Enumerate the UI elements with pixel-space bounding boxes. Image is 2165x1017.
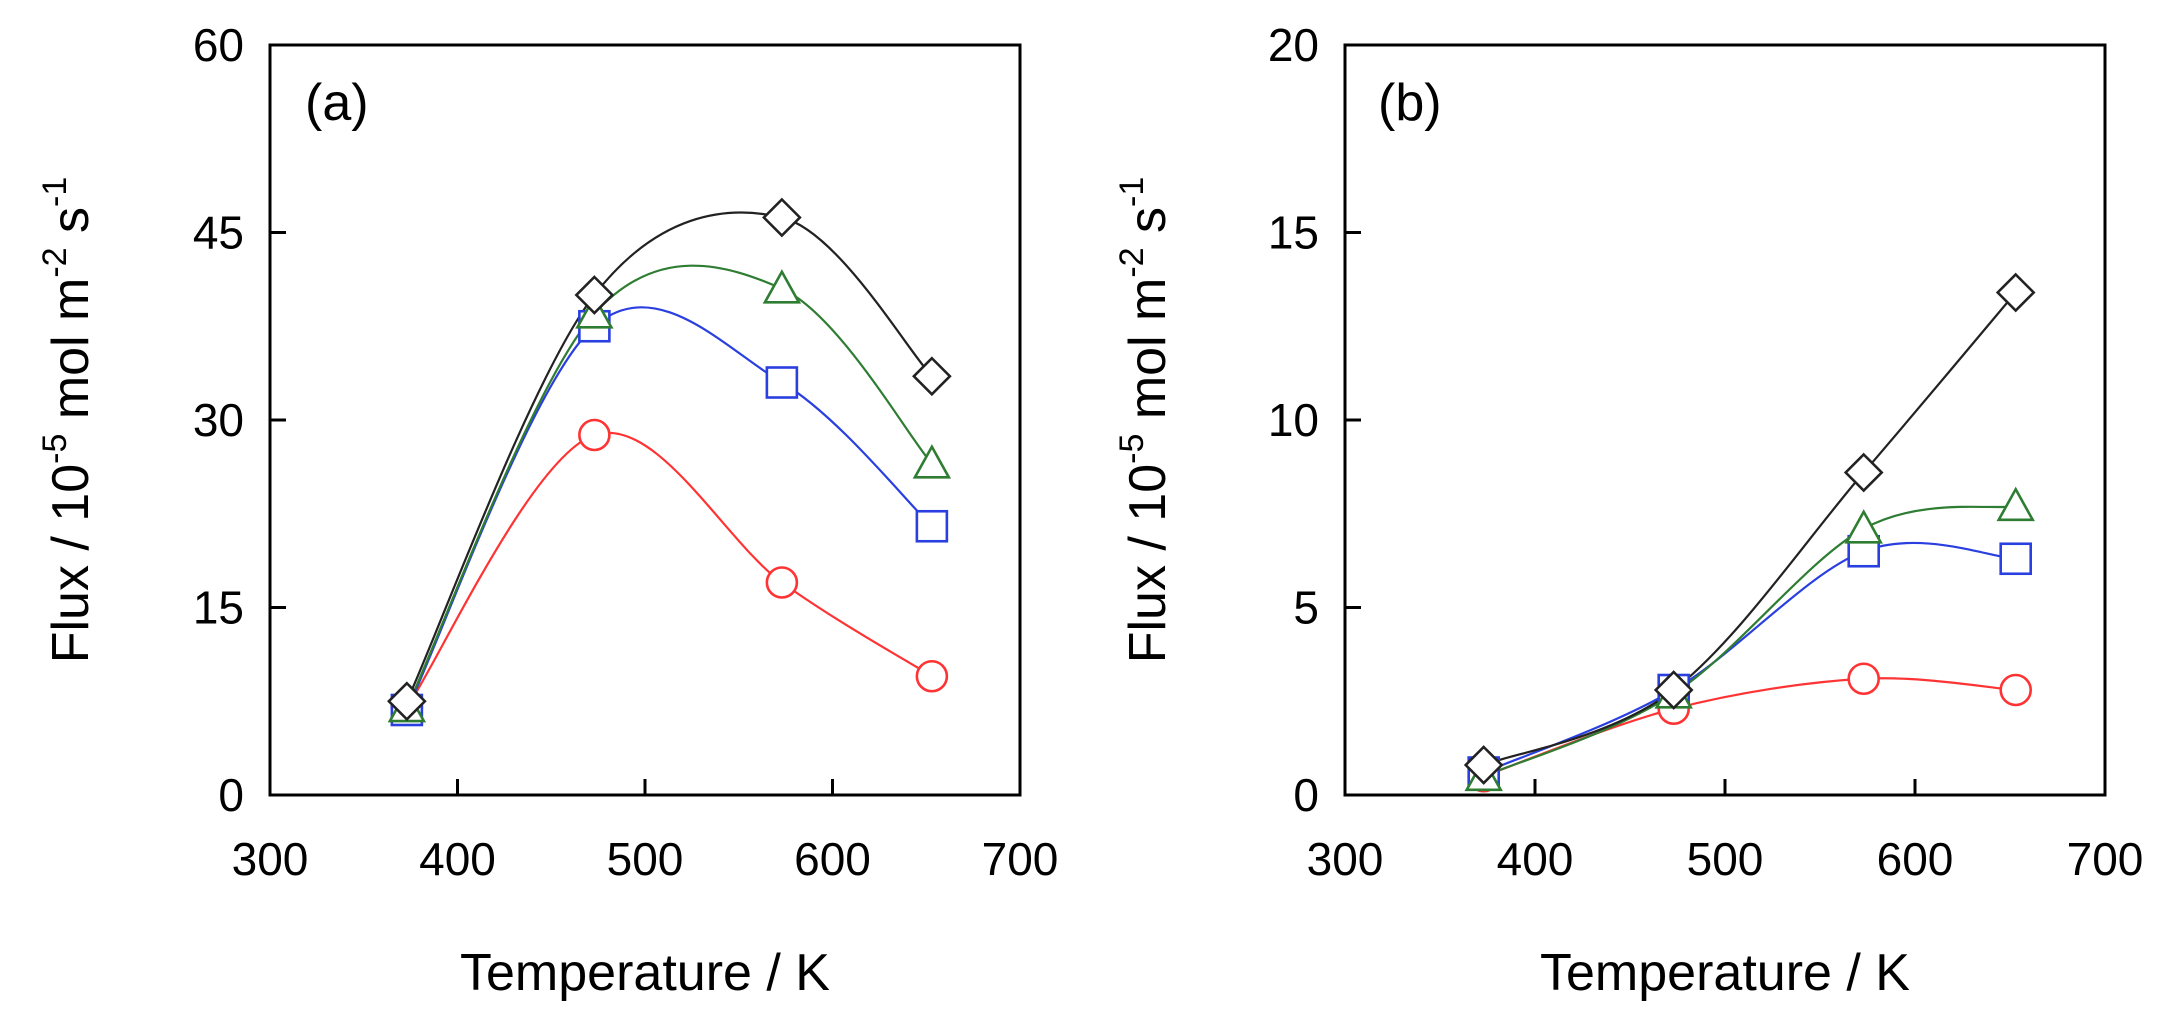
marker-diamond-b	[1995, 272, 2036, 313]
marker-square-a	[915, 509, 949, 543]
series-lines-b	[1483, 291, 2017, 778]
series-line-square-b	[1483, 541, 2016, 774]
y-ticks-b: 0 5 10 15 20	[1268, 19, 1361, 821]
series-markers-a	[387, 197, 952, 727]
series-line-circle-b	[1483, 677, 2016, 778]
x-tick-label: 400	[419, 833, 496, 885]
x-tick-label: 400	[1497, 833, 1574, 885]
x-tick-label: 500	[607, 833, 684, 885]
x-tick-label: 300	[232, 833, 309, 885]
marker-circle-a	[578, 418, 611, 452]
marker-circle-b	[1999, 673, 2032, 707]
x-axis-title-a: Temperature / K	[460, 944, 830, 1002]
y-tick-label: 30	[193, 394, 244, 446]
x-tick-label: 600	[794, 833, 871, 885]
plot-frame-b	[1343, 43, 2107, 797]
y-tick-label: 45	[193, 207, 244, 259]
marker-diamond-a	[387, 681, 427, 722]
series-line-triangle-a	[405, 264, 933, 708]
x-axis-title-b: Temperature / K	[1540, 944, 1910, 1002]
marker-square-a	[765, 366, 799, 399]
x-tick-label: 600	[1877, 833, 1954, 885]
series-line-diamond-b	[1483, 291, 2017, 767]
series-lines-a	[405, 211, 933, 711]
x-tick-label: 700	[982, 833, 1059, 885]
y-tick-label: 15	[1268, 207, 1319, 259]
series-line-diamond-a	[405, 211, 933, 702]
marker-circle-b	[1847, 662, 1880, 696]
y-axis-title-a: Flux / 10-5 mol m-2 s-1	[36, 177, 100, 664]
marker-circle-a	[915, 659, 949, 693]
marker-triangle-b	[1996, 486, 2035, 522]
x-tick-label: 500	[1687, 833, 1764, 885]
plot-frame-a	[268, 43, 1022, 797]
y-tick-label: 10	[1268, 394, 1319, 446]
marker-diamond-b	[1653, 670, 1694, 710]
y-tick-label: 60	[193, 19, 244, 71]
series-line-triangle-b	[1483, 505, 2016, 778]
y-tick-label: 0	[1293, 769, 1319, 821]
panel-label-b: (b)	[1378, 74, 1442, 132]
marker-triangle-a	[912, 444, 952, 479]
panel-b: 300 400 500 600 700 0 5 10 15 20 (b) Temperature…	[1113, 19, 2143, 1002]
y-tick-label: 0	[218, 769, 244, 821]
marker-triangle-a	[762, 269, 802, 304]
x-tick-label: 700	[2067, 833, 2144, 885]
marker-triangle-b	[1844, 509, 1883, 544]
y-ticks-a: 0 15 30 45 60	[193, 19, 286, 821]
marker-circle-a	[765, 566, 799, 599]
series-line-circle-a	[405, 431, 933, 709]
y-axis-title-b: Flux / 10-5 mol m-2 s-1	[1113, 177, 1177, 664]
panel-a: 300 400 500 600 700 0 15 30 45 60 (a) Temperatur…	[36, 19, 1058, 1002]
y-tick-label: 20	[1268, 19, 1319, 71]
x-ticks-b: 300 400 500 600 700	[1307, 779, 2144, 885]
panel-label-a: (a)	[305, 74, 369, 132]
y-tick-label: 5	[1293, 582, 1319, 634]
marker-diamond-a	[912, 356, 952, 397]
y-tick-label: 15	[193, 582, 244, 634]
marker-diamond-b	[1843, 452, 1884, 493]
marker-diamond-a	[762, 197, 802, 238]
x-tick-label: 300	[1307, 833, 1384, 885]
series-markers-b	[1463, 272, 2036, 793]
marker-square-b	[1999, 542, 2032, 576]
x-ticks-a: 300 400 500 600 700	[232, 779, 1059, 885]
marker-diamond-a	[574, 275, 615, 315]
marker-diamond-b	[1463, 745, 1504, 785]
